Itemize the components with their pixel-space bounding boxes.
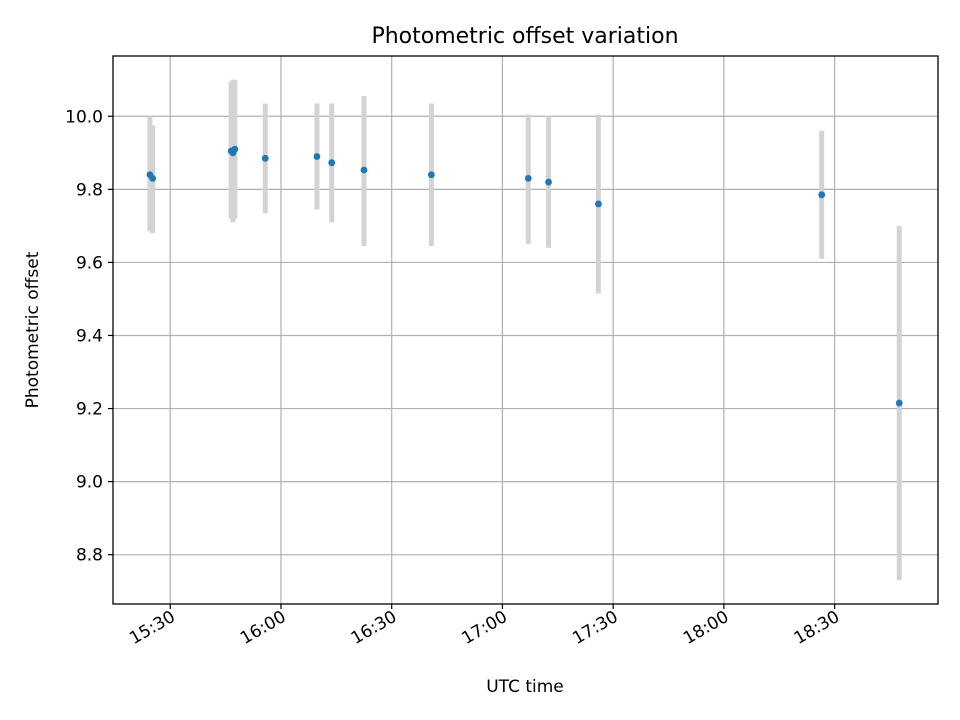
x-tick-label: 17:00: [458, 607, 510, 649]
grid: [113, 56, 938, 604]
y-tick-label: 9.8: [76, 180, 103, 200]
data-point: [545, 178, 552, 186]
x-tick-label: 18:30: [791, 607, 843, 649]
y-tick-label: 9.6: [76, 253, 103, 273]
data-point: [595, 200, 602, 208]
x-axis-label: UTC time: [486, 677, 564, 697]
y-tick-label: 9.4: [76, 326, 103, 346]
y-tick-label: 10.0: [65, 107, 103, 127]
x-tick-label: 16:30: [348, 607, 400, 649]
x-tick-label: 18:00: [680, 607, 732, 649]
data-point: [360, 166, 368, 174]
y-tick-label: 9.0: [76, 473, 103, 493]
data-points: [146, 145, 903, 407]
y-tick-label: 9.2: [76, 400, 103, 420]
data-point: [427, 171, 435, 179]
chart-title: Photometric offset variation: [371, 24, 678, 49]
axis-ticks: 15:30 16:00 16:30 17:00 17:30 18:00 18:30 8.8 9.…: [65, 107, 843, 649]
data-point: [524, 174, 532, 182]
data-point: [328, 159, 336, 167]
plot-frame: [112, 55, 939, 605]
data-point: [261, 154, 269, 162]
data-point: [818, 191, 826, 199]
x-tick-label: 17:30: [569, 607, 621, 649]
data-point: [149, 174, 157, 182]
y-tick-label: 8.8: [76, 546, 103, 566]
data-point: [231, 145, 239, 153]
x-tick-label: 15:30: [126, 607, 178, 649]
data-point: [313, 153, 321, 160]
error-bars: [147, 79, 902, 581]
data-point: [895, 399, 903, 407]
y-axis-label: Photometric offset: [23, 251, 43, 408]
x-tick-label: 16:00: [237, 607, 289, 649]
